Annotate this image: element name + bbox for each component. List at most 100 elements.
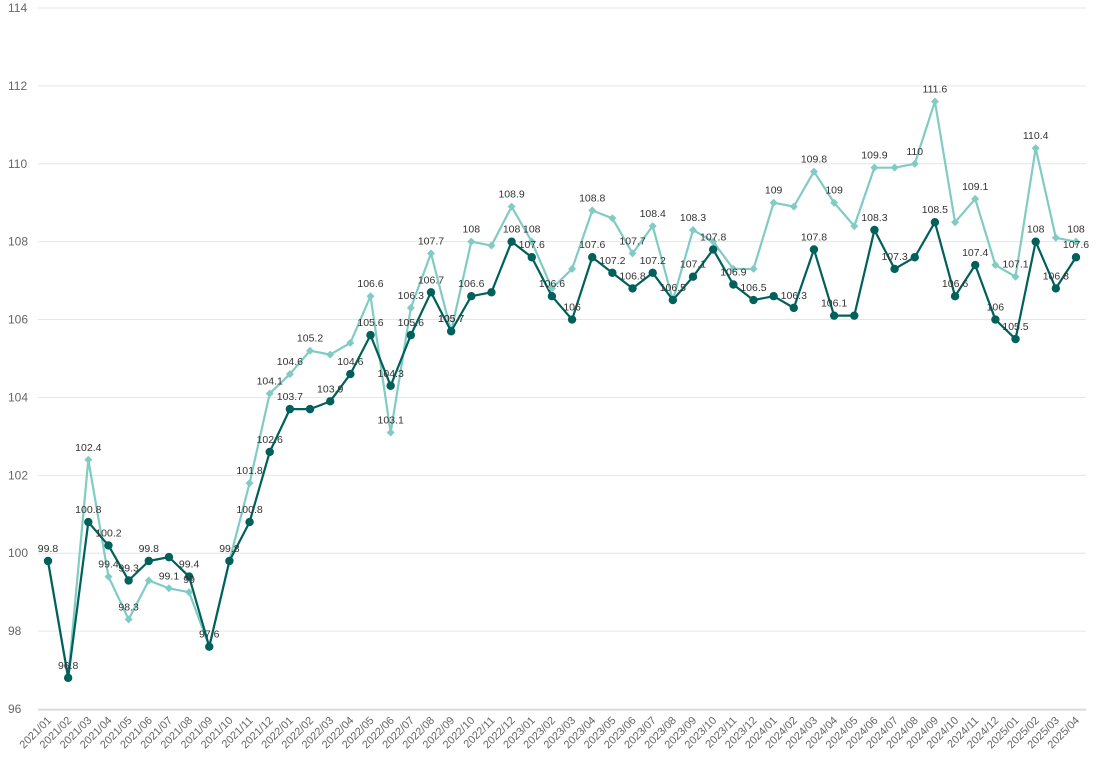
series-2-point xyxy=(708,245,718,254)
series-2-point xyxy=(1051,284,1061,293)
series-2-point xyxy=(930,217,940,227)
data-label: 109.8 xyxy=(801,154,827,166)
series-1-point xyxy=(366,292,375,301)
series-2-point xyxy=(1011,334,1020,344)
data-label: 106.5 xyxy=(660,282,686,294)
series-2-point xyxy=(809,245,819,254)
series-2-point xyxy=(910,253,919,262)
series-2-point xyxy=(386,381,395,390)
data-label: 100.2 xyxy=(95,527,121,539)
series-2-point xyxy=(870,225,879,235)
series-1-point xyxy=(507,202,516,211)
data-label: 110 xyxy=(906,146,923,158)
data-label: 108 xyxy=(523,224,541,236)
series-2-point xyxy=(184,572,194,581)
series-1-point xyxy=(265,389,274,398)
series-area xyxy=(43,97,1081,683)
data-label: 99.4 xyxy=(179,559,200,571)
data-label: 99.8 xyxy=(219,543,240,555)
data-label: 106.3 xyxy=(781,290,807,302)
series-2-point xyxy=(406,330,416,340)
series-2-point xyxy=(467,291,476,301)
data-label: 107.1 xyxy=(680,259,706,271)
y-tick-label: 108 xyxy=(8,235,28,249)
series-2-point xyxy=(547,291,557,301)
series-2-point xyxy=(265,447,274,457)
series-1-point xyxy=(628,249,637,258)
series-1-point xyxy=(850,222,859,231)
data-label: 109 xyxy=(825,185,843,197)
series-2-point xyxy=(84,517,93,527)
data-label: 106.8 xyxy=(1043,270,1069,282)
series-2-point xyxy=(991,315,1000,324)
data-label: 108.8 xyxy=(579,193,605,205)
series-2-point xyxy=(346,369,355,379)
data-label: 105.5 xyxy=(1002,321,1028,333)
series-1-point xyxy=(588,206,597,215)
data-label: 107.3 xyxy=(881,251,907,263)
data-label: 108 xyxy=(503,224,521,236)
data-label: 106.1 xyxy=(821,298,847,310)
data-label: 105.6 xyxy=(398,317,424,329)
series-1-point xyxy=(830,198,839,207)
y-tick-label: 98 xyxy=(8,624,22,638)
y-tick-label: 96 xyxy=(8,702,22,716)
data-label: 106.6 xyxy=(942,278,968,290)
series-1-point xyxy=(84,455,93,464)
series-1-point xyxy=(527,237,536,246)
data-label: 107.7 xyxy=(418,235,444,247)
data-label: 100.8 xyxy=(75,504,101,516)
series-2-point xyxy=(245,517,254,527)
series-1-point xyxy=(689,225,698,234)
series-1-point xyxy=(930,97,939,106)
data-label: 99.8 xyxy=(139,543,160,555)
series-2-point xyxy=(124,576,133,585)
series-1-point xyxy=(1011,272,1020,281)
data-label: 111.6 xyxy=(923,83,948,95)
data-label: 105.7 xyxy=(438,313,464,325)
data-label: 103.7 xyxy=(277,391,303,403)
series-2-point xyxy=(749,295,758,305)
series-2-point xyxy=(426,288,436,297)
series-1-point xyxy=(991,261,1000,270)
data-label: 108.5 xyxy=(922,204,948,216)
y-tick-label: 112 xyxy=(8,79,27,93)
data-label: 108 xyxy=(1027,224,1045,236)
series-2-point xyxy=(1031,237,1040,246)
series-2-point xyxy=(1071,253,1081,262)
data-label: 106.7 xyxy=(418,274,444,286)
data-label: 104.3 xyxy=(378,368,404,380)
series-2-point xyxy=(688,272,698,281)
data-label: 107.1 xyxy=(1002,259,1028,271)
x-axis: 2021/012021/022021/032021/042021/052021/… xyxy=(18,709,1086,751)
data-label: 108 xyxy=(463,224,481,236)
data-label: 107.8 xyxy=(700,231,726,243)
data-label: 104.6 xyxy=(337,356,363,368)
data-label: 109.1 xyxy=(962,181,988,193)
series-2-point xyxy=(487,288,496,297)
y-tick-label: 100 xyxy=(8,546,28,560)
series-2-point xyxy=(144,556,153,566)
data-label: 106 xyxy=(987,302,1005,314)
series-2-point xyxy=(567,315,577,324)
series-1-point xyxy=(326,350,335,359)
data-label: 106.6 xyxy=(458,278,484,290)
series-1-point xyxy=(547,284,556,293)
data-label: 106.6 xyxy=(539,278,565,290)
data-label: 108.3 xyxy=(680,212,706,224)
data-label: 102.6 xyxy=(257,434,283,446)
data-label: 107.7 xyxy=(619,235,645,247)
data-label: 107.6 xyxy=(1063,239,1089,251)
series-2-point xyxy=(648,268,657,278)
series-2-point xyxy=(164,552,174,562)
series-1-point xyxy=(245,479,254,488)
data-label: 106.5 xyxy=(740,282,766,294)
series-1-point xyxy=(608,214,617,223)
series-1-point xyxy=(306,346,315,355)
data-label: 105.2 xyxy=(297,333,323,345)
data-label: 108.4 xyxy=(640,208,666,220)
series-2-point xyxy=(971,260,980,270)
data-label: 103.9 xyxy=(317,383,343,395)
series-1-point xyxy=(769,198,778,207)
